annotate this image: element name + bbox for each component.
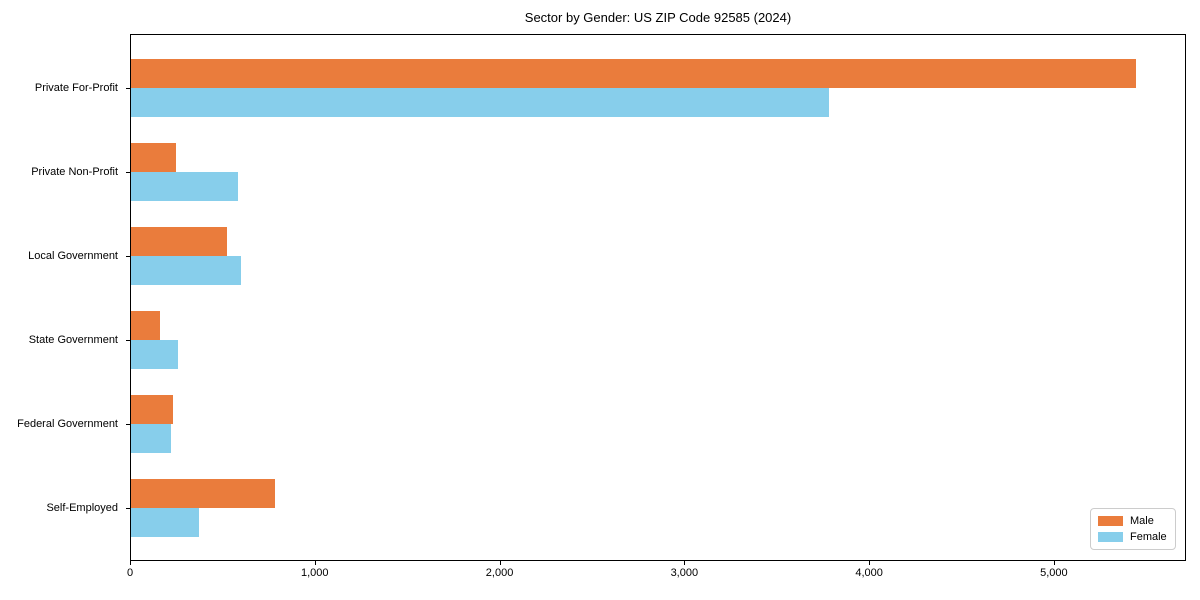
x-tick-mark: [684, 561, 686, 565]
y-tick-label: State Government: [28, 334, 118, 346]
y-tick-mark: [126, 340, 130, 341]
x-tick-label: 4,000: [855, 567, 883, 579]
bar-female-5: [131, 508, 200, 537]
x-tick-mark: [1053, 561, 1055, 565]
bar-female-1: [131, 172, 239, 201]
legend-label: Female: [1130, 531, 1167, 543]
x-tick-mark: [499, 561, 501, 565]
y-tick-mark: [126, 508, 130, 509]
bar-male-1: [131, 143, 177, 172]
x-tick-label: 1,000: [301, 567, 329, 579]
legend-swatch-male: [1098, 516, 1123, 526]
x-tick-label: 3,000: [670, 567, 699, 579]
bar-female-2: [131, 256, 241, 285]
legend: Male Female: [1090, 508, 1176, 550]
x-tick-label: 0: [126, 567, 134, 579]
y-tick-mark: [126, 424, 130, 425]
bar-male-4: [131, 395, 174, 424]
y-tick-mark: [126, 88, 130, 89]
y-tick-label: Self-Employed: [46, 502, 118, 514]
x-tick-label: 2,000: [485, 567, 514, 579]
bar-male-2: [131, 227, 228, 256]
plot-area: [130, 34, 1186, 561]
y-tick-label: Local Government: [28, 250, 118, 262]
x-tick-mark: [130, 561, 131, 565]
y-tick-label: Federal Government: [17, 418, 118, 430]
bar-female-3: [131, 340, 179, 369]
y-tick-mark: [126, 256, 130, 257]
legend-entry-female: Female: [1098, 530, 1168, 544]
x-tick-mark: [314, 561, 316, 565]
legend-label: Male: [1130, 515, 1154, 527]
bar-female-4: [131, 424, 171, 453]
bar-female-0: [131, 88, 830, 117]
bar-male-3: [131, 311, 160, 340]
bar-male-5: [131, 479, 276, 508]
y-tick-label: Private Non-Profit: [31, 166, 118, 178]
y-tick-label: Private For-Profit: [34, 82, 118, 94]
x-tick-label: 5,000: [1040, 567, 1068, 579]
chart-title: Sector by Gender: US ZIP Code 92585 (202…: [524, 10, 792, 25]
legend-entry-male: Male: [1098, 514, 1168, 528]
x-tick-mark: [869, 561, 871, 565]
legend-swatch-female: [1098, 532, 1123, 542]
bar-male-0: [131, 59, 1137, 88]
y-tick-mark: [126, 172, 130, 173]
